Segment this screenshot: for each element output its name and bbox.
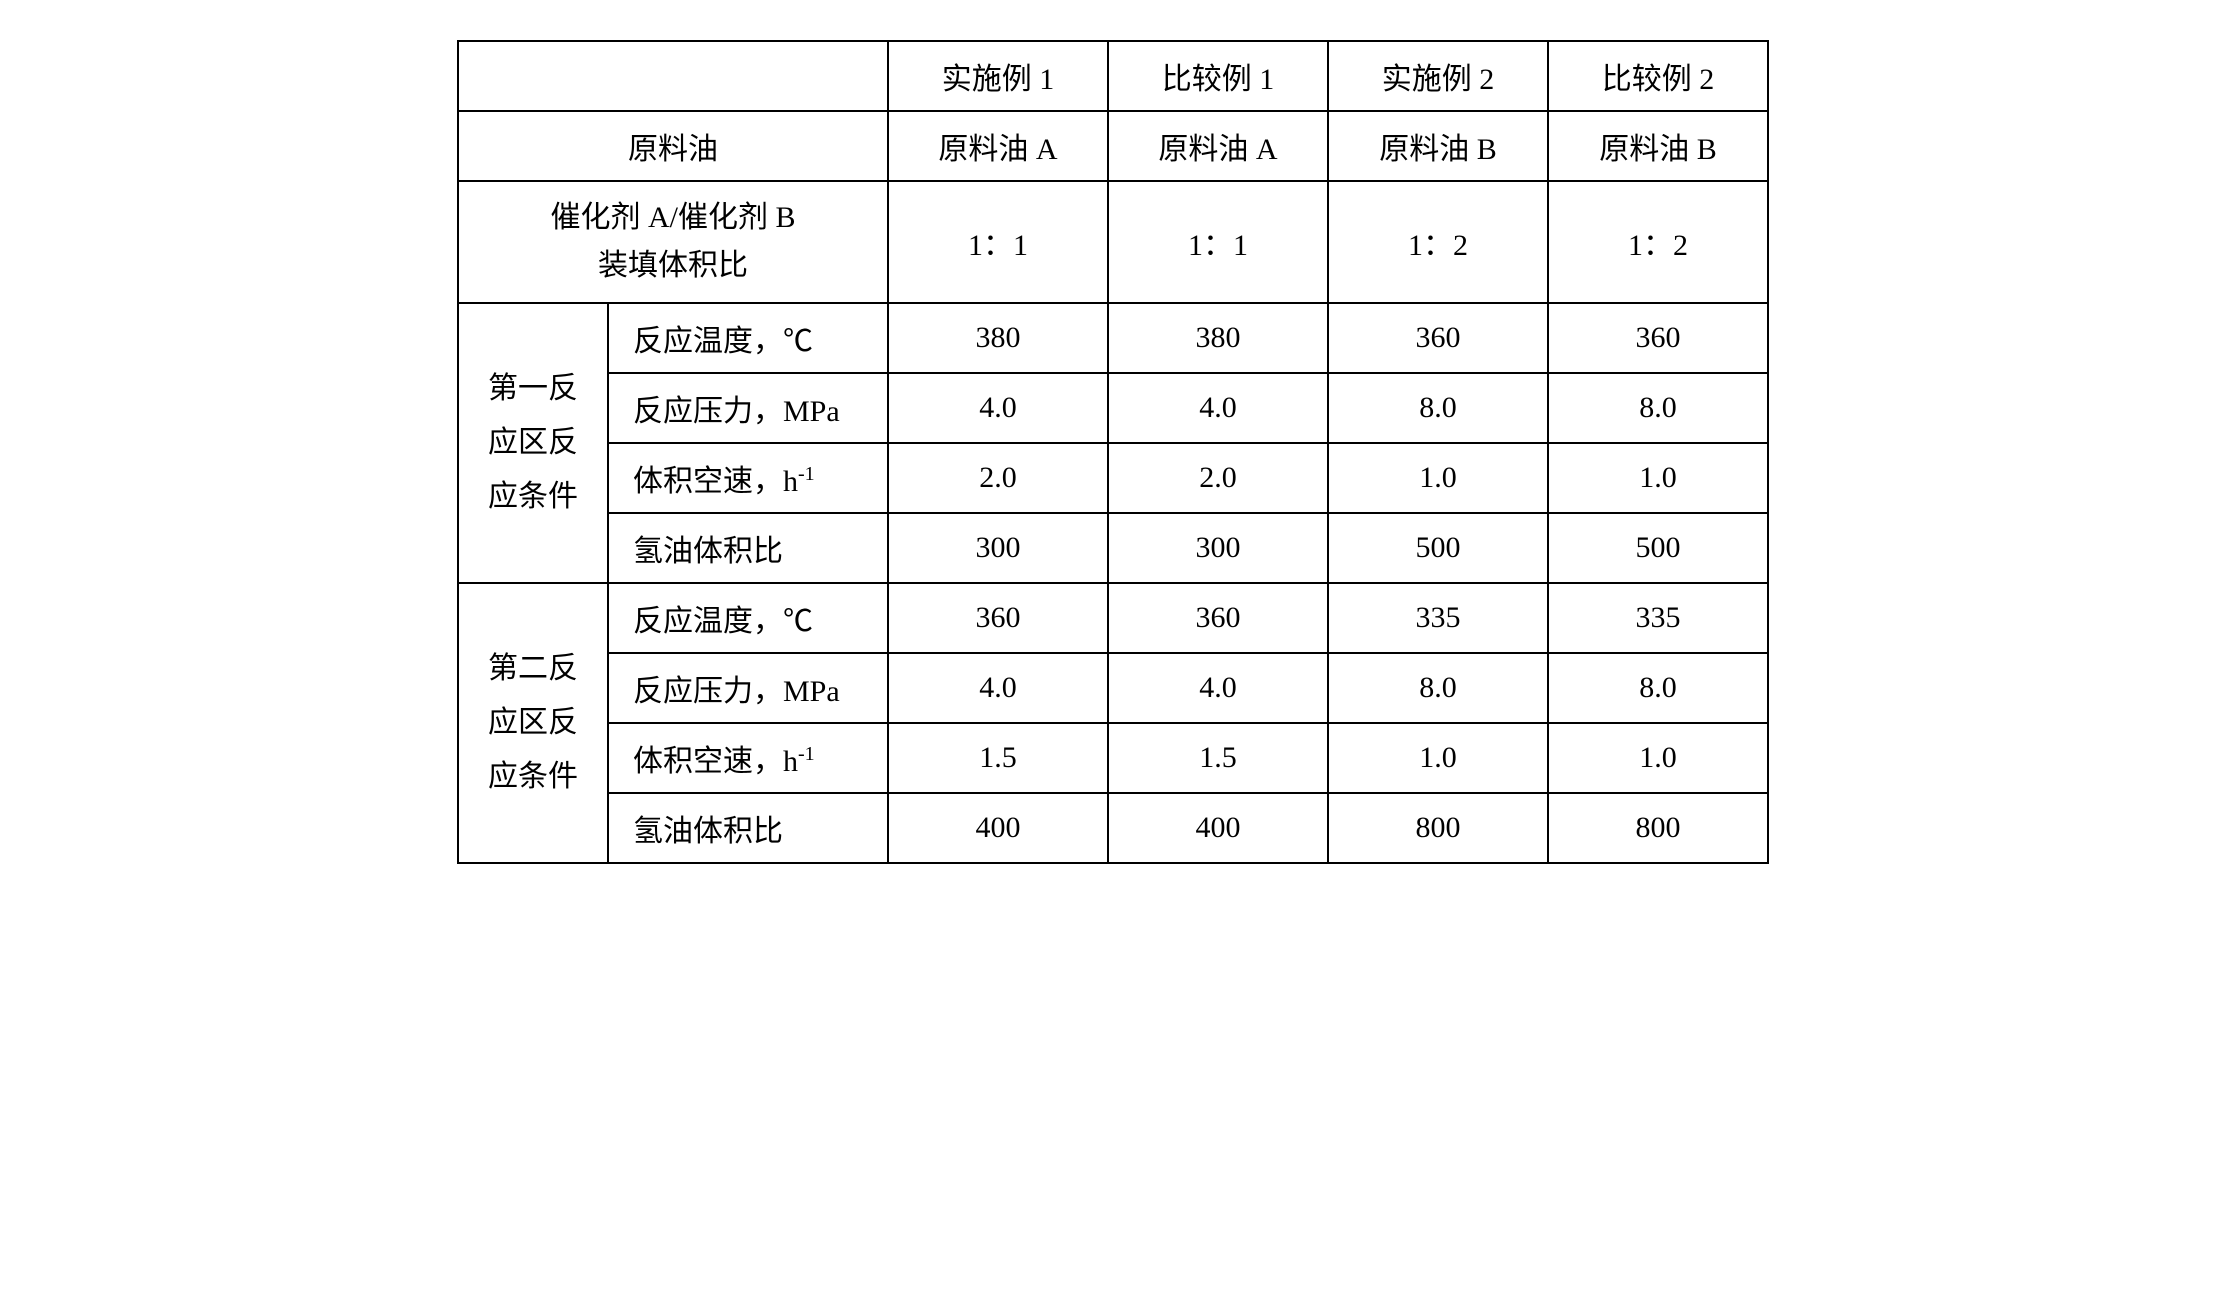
zone2-row-space-velocity: 体积空速，h-1 1.5 1.5 1.0 1.0 [458, 723, 1768, 793]
zone1-row-h2-oil-ratio: 氢油体积比 300 300 500 500 [458, 513, 1768, 583]
data-cell: 1：2 [1548, 181, 1768, 303]
data-cell: 8.0 [1548, 373, 1768, 443]
data-cell: 1：2 [1328, 181, 1548, 303]
catalyst-ratio-label-line2: 装填体积比 [598, 249, 748, 282]
data-cell: 500 [1548, 513, 1768, 583]
header-empty-cell [458, 41, 888, 111]
catalyst-ratio-label-line1: 催化剂 A/催化剂 B [550, 201, 795, 234]
data-cell: 1.0 [1328, 723, 1548, 793]
param-label-pressure: 反应压力，MPa [608, 373, 888, 443]
data-cell: 300 [888, 513, 1108, 583]
zone1-row-space-velocity: 体积空速，h-1 2.0 2.0 1.0 1.0 [458, 443, 1768, 513]
data-cell: 800 [1328, 793, 1548, 863]
data-cell: 335 [1328, 583, 1548, 653]
data-cell: 8.0 [1328, 653, 1548, 723]
data-cell: 360 [1328, 303, 1548, 373]
data-cell: 4.0 [888, 373, 1108, 443]
param-label-temp: 反应温度，℃ [608, 303, 888, 373]
data-cell: 1.0 [1328, 443, 1548, 513]
zone2-row-pressure: 反应压力，MPa 4.0 4.0 8.0 8.0 [458, 653, 1768, 723]
row-label-catalyst-ratio: 催化剂 A/催化剂 B 装填体积比 [458, 181, 888, 303]
col-header: 比较例 1 [1108, 41, 1328, 111]
data-cell: 360 [1108, 583, 1328, 653]
data-cell: 360 [1548, 303, 1768, 373]
data-cell: 1：1 [888, 181, 1108, 303]
data-cell: 2.0 [1108, 443, 1328, 513]
zone2-group-label: 第二反应区反应条件 [458, 583, 608, 863]
data-cell: 335 [1548, 583, 1768, 653]
data-cell: 4.0 [1108, 373, 1328, 443]
data-cell: 360 [888, 583, 1108, 653]
data-cell: 8.0 [1548, 653, 1768, 723]
param-label-temp: 反应温度，℃ [608, 583, 888, 653]
data-cell: 原料油 A [1108, 111, 1328, 181]
data-cell: 原料油 B [1548, 111, 1768, 181]
zone1-row-temp: 第一反应区反应条件 反应温度，℃ 380 380 360 360 [458, 303, 1768, 373]
data-cell: 400 [1108, 793, 1328, 863]
catalyst-ratio-row: 催化剂 A/催化剂 B 装填体积比 1：1 1：1 1：2 1：2 [458, 181, 1768, 303]
data-cell: 1.0 [1548, 443, 1768, 513]
zone2-row-temp: 第二反应区反应条件 反应温度，℃ 360 360 335 335 [458, 583, 1768, 653]
row-label-feedstock: 原料油 [458, 111, 888, 181]
param-label-pressure: 反应压力，MPa [608, 653, 888, 723]
data-cell: 8.0 [1328, 373, 1548, 443]
data-cell: 4.0 [1108, 653, 1328, 723]
col-header: 实施例 2 [1328, 41, 1548, 111]
col-header: 实施例 1 [888, 41, 1108, 111]
param-label-space-velocity: 体积空速，h-1 [608, 443, 888, 513]
data-cell: 2.0 [888, 443, 1108, 513]
data-cell: 1.5 [888, 723, 1108, 793]
zone1-group-label: 第一反应区反应条件 [458, 303, 608, 583]
data-cell: 380 [1108, 303, 1328, 373]
data-cell: 1：1 [1108, 181, 1328, 303]
table-header-row: 实施例 1 比较例 1 实施例 2 比较例 2 [458, 41, 1768, 111]
param-label-space-velocity: 体积空速，h-1 [608, 723, 888, 793]
data-cell: 1.5 [1108, 723, 1328, 793]
col-header: 比较例 2 [1548, 41, 1768, 111]
data-cell: 400 [888, 793, 1108, 863]
zone2-row-h2-oil-ratio: 氢油体积比 400 400 800 800 [458, 793, 1768, 863]
data-cell: 4.0 [888, 653, 1108, 723]
param-label-h2-oil-ratio: 氢油体积比 [608, 513, 888, 583]
zone1-row-pressure: 反应压力，MPa 4.0 4.0 8.0 8.0 [458, 373, 1768, 443]
data-cell: 原料油 A [888, 111, 1108, 181]
data-cell: 380 [888, 303, 1108, 373]
data-cell: 1.0 [1548, 723, 1768, 793]
data-cell: 300 [1108, 513, 1328, 583]
data-cell: 原料油 B [1328, 111, 1548, 181]
data-cell: 500 [1328, 513, 1548, 583]
reaction-conditions-table: 实施例 1 比较例 1 实施例 2 比较例 2 原料油 原料油 A 原料油 A … [457, 40, 1769, 864]
data-cell: 800 [1548, 793, 1768, 863]
param-label-h2-oil-ratio: 氢油体积比 [608, 793, 888, 863]
feedstock-row: 原料油 原料油 A 原料油 A 原料油 B 原料油 B [458, 111, 1768, 181]
